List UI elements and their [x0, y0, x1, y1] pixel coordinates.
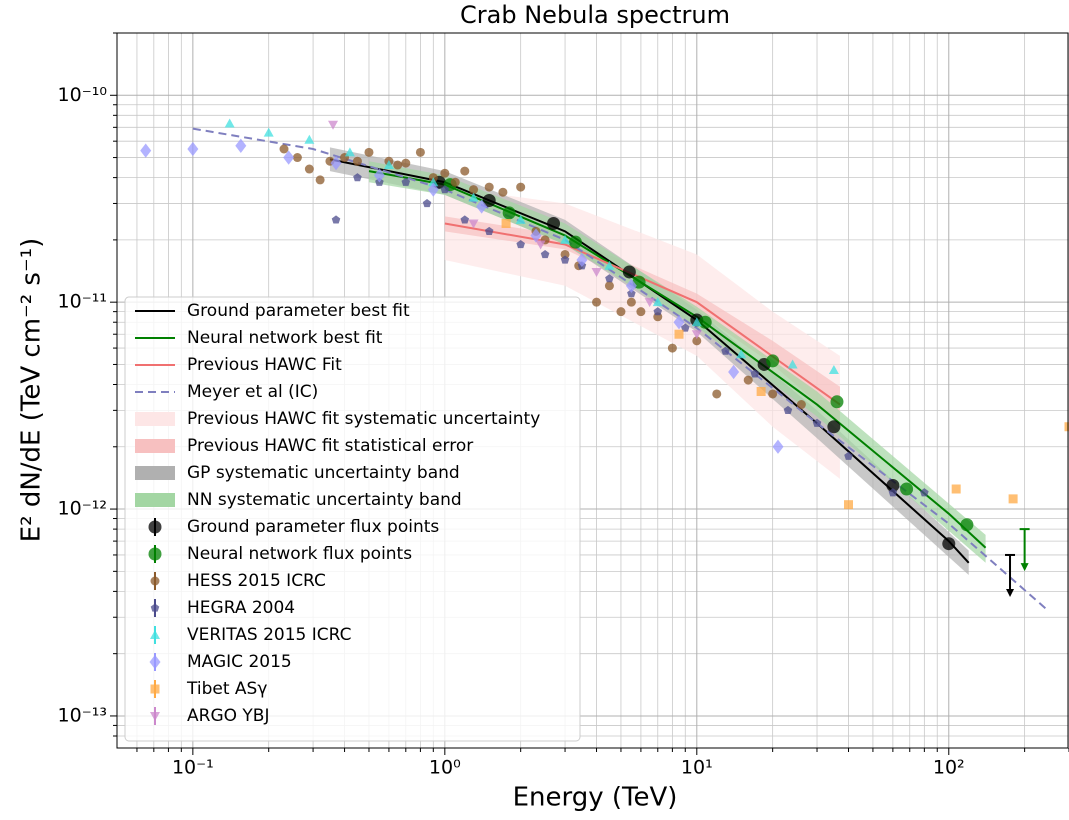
data-point	[485, 183, 494, 192]
data-point	[1009, 494, 1018, 503]
data-point	[627, 298, 636, 307]
data-point	[460, 167, 469, 176]
upper-limit	[1005, 555, 1015, 597]
legend-label: Neural network best fit	[187, 328, 383, 348]
data-point	[305, 165, 314, 174]
legend-label: Previous HAWC fit systematic uncertainty	[187, 409, 540, 429]
data-point	[151, 577, 160, 586]
data-point	[616, 307, 625, 316]
legend-label: MAGIC 2015	[187, 652, 292, 672]
data-point	[516, 183, 525, 192]
legend-label: HEGRA 2004	[187, 598, 295, 618]
upper-limit	[1020, 529, 1030, 571]
x-tick-label: 10²	[933, 757, 965, 779]
data-point	[569, 236, 582, 249]
legend-label: HESS 2015 ICRC	[187, 571, 326, 591]
data-point	[547, 217, 560, 230]
legend-label: Previous HAWC Fit	[187, 355, 342, 375]
data-point	[712, 389, 721, 398]
data-point	[364, 148, 373, 157]
data-point	[827, 420, 840, 433]
data-point	[636, 307, 645, 316]
data-point	[844, 500, 853, 509]
legend-label: NN systematic uncertainty band	[187, 490, 462, 510]
legend-label: Neural network flux points	[187, 544, 412, 564]
data-point	[623, 265, 636, 278]
x-tick-label: 10⁰	[429, 757, 461, 779]
upper-limit-arrow	[1006, 589, 1014, 597]
data-point	[830, 395, 843, 408]
x-tick-label: 10¹	[681, 757, 713, 779]
legend-label: VERITAS 2015 ICRC	[187, 625, 351, 645]
data-point	[187, 142, 198, 156]
data-point	[952, 485, 961, 494]
data-point	[592, 298, 601, 307]
data-point	[757, 387, 766, 396]
chart-title: Crab Nebula spectrum	[460, 1, 730, 29]
data-point	[416, 148, 425, 157]
data-point	[140, 143, 151, 157]
legend-label: ARGO YBJ	[187, 706, 269, 726]
data-point	[440, 169, 449, 178]
y-tick-label: 10⁻¹⁰	[58, 84, 107, 106]
legend-label: Ground parameter best fit	[187, 301, 410, 321]
data-point	[401, 159, 410, 168]
data-point	[797, 400, 806, 409]
y-tick-label: 10⁻¹¹	[58, 291, 107, 313]
data-point	[149, 521, 162, 534]
data-point	[332, 215, 341, 223]
legend-label: Tibet ASγ	[186, 679, 267, 699]
data-point	[225, 119, 235, 128]
data-point	[279, 144, 288, 153]
legend-swatch	[135, 439, 175, 453]
data-point	[498, 188, 507, 197]
y-tick-label: 10⁻¹²	[58, 498, 107, 520]
data-point	[353, 157, 362, 166]
data-point	[900, 483, 913, 496]
data-point	[942, 537, 955, 550]
legend-swatch	[135, 412, 175, 426]
data-point	[766, 354, 779, 367]
y-axis-label: E² dN/dE (TeV cm⁻² s⁻¹)	[17, 238, 47, 543]
upper-limit-arrow	[1021, 563, 1029, 571]
legend-label: Ground parameter flux points	[187, 517, 439, 537]
x-tick-label: 10⁻¹	[172, 757, 214, 779]
data-point	[149, 548, 162, 561]
legend-swatch	[135, 466, 175, 480]
data-point	[451, 178, 460, 187]
data-point	[772, 440, 783, 454]
data-point	[503, 206, 516, 219]
data-point	[151, 685, 160, 694]
legend-label: GP systematic uncertainty band	[187, 463, 460, 483]
data-point	[675, 330, 684, 339]
legend-label: Previous HAWC fit statistical error	[187, 436, 473, 456]
data-point	[293, 153, 302, 162]
data-point	[502, 219, 511, 228]
data-point	[699, 316, 712, 329]
data-point	[316, 175, 325, 184]
data-point	[768, 389, 777, 398]
data-point	[744, 376, 753, 385]
data-point	[960, 518, 973, 531]
data-point	[605, 281, 614, 290]
data-point	[328, 121, 338, 130]
y-tick-label: 10⁻¹³	[58, 704, 107, 726]
data-point	[423, 199, 432, 207]
data-point	[668, 344, 677, 353]
legend-swatch	[135, 493, 175, 507]
data-point	[393, 161, 402, 170]
x-axis-label: Energy (TeV)	[513, 783, 678, 813]
data-point	[264, 128, 274, 137]
legend-label: Meyer et al (IC)	[187, 382, 318, 402]
